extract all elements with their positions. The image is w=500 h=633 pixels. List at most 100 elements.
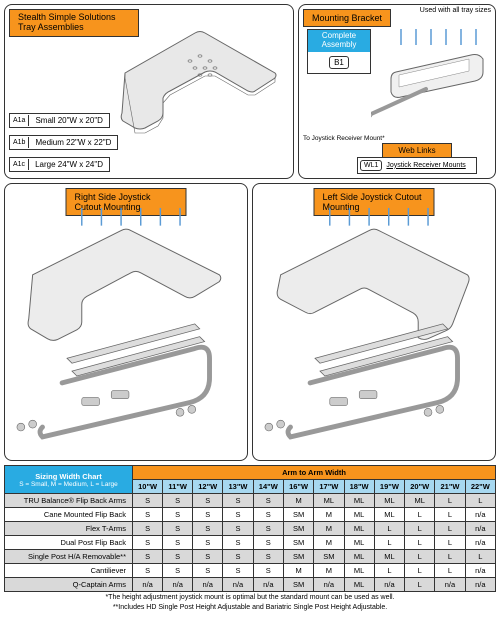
size-cell: n/a [163, 578, 193, 592]
size-cell: L [435, 508, 465, 522]
size-cell: n/a [465, 536, 495, 550]
size-cell: M [283, 494, 313, 508]
size-cell: S [193, 522, 223, 536]
size-cell: L [374, 536, 404, 550]
size-cell: SM [283, 578, 313, 592]
width-col-header: 11"W [163, 480, 193, 494]
width-col-header: 20"W [405, 480, 435, 494]
complete-assembly-box: Complete Assembly B1 [307, 29, 371, 74]
size-cell: n/a [133, 578, 163, 592]
size-cell: SM [283, 508, 313, 522]
table-row: CantilieverSSSSSMMMLLLLn/a [5, 564, 496, 578]
size-cell: SM [283, 536, 313, 550]
size-cell: S [163, 494, 193, 508]
size-cell: ML [344, 508, 374, 522]
size-cell: S [223, 494, 253, 508]
width-col-header: 19"W [374, 480, 404, 494]
size-cell: ML [344, 550, 374, 564]
bracket-title: Mounting Bracket [303, 9, 391, 27]
size-cell: S [133, 536, 163, 550]
size-cell: M [314, 564, 344, 578]
size-cell: S [223, 536, 253, 550]
size-cell: S [253, 508, 283, 522]
row-label: Dual Post Flip Back [5, 536, 133, 550]
sizing-chart-table: Sizing Width Chart S = Small, M = Medium… [4, 465, 496, 592]
size-cell: S [163, 522, 193, 536]
width-col-header: 18"W [344, 480, 374, 494]
size-cell: SM [283, 550, 313, 564]
size-cell: M [314, 508, 344, 522]
size-cell: L [374, 564, 404, 578]
size-cell: n/a [435, 578, 465, 592]
middle-row: Right Side Joystick Cutout Mounting [4, 183, 496, 461]
row-label: TRU Balance® Flip Back Arms [5, 494, 133, 508]
size-cell: L [435, 494, 465, 508]
complete-assembly-code: B1 [308, 52, 370, 73]
tray-illustration [115, 13, 285, 153]
table-row: Single Post H/A Removable**SSSSSSMSMMLML… [5, 550, 496, 564]
size-cell: S [163, 550, 193, 564]
size-cell: ML [344, 564, 374, 578]
table-row: Q-Captain Armsn/an/an/an/an/aSMn/aMLn/aL… [5, 578, 496, 592]
size-cell: n/a [193, 578, 223, 592]
size-cell: S [193, 508, 223, 522]
bracket-illustration [371, 27, 489, 127]
size-cell: ML [314, 494, 344, 508]
width-col-header: 17"W [314, 480, 344, 494]
size-cell: SM [314, 550, 344, 564]
table-row: Flex T-ArmsSSSSSSMMMLLLLn/a [5, 522, 496, 536]
size-cell: SM [283, 522, 313, 536]
width-col-header: 12"W [193, 480, 223, 494]
size-cell: S [133, 494, 163, 508]
table-row: TRU Balance® Flip Back ArmsSSSSSMMLMLMLM… [5, 494, 496, 508]
size-cell: S [253, 550, 283, 564]
size-cell: n/a [465, 578, 495, 592]
size-cell: L [435, 564, 465, 578]
left-exploded-illustration [261, 206, 487, 452]
joystick-note: To Joystick Receiver Mount* [303, 135, 385, 142]
left-cutout-panel: Left Side Joystick Cutout Mounting [252, 183, 496, 461]
size-cell: S [163, 508, 193, 522]
size-cell: S [253, 564, 283, 578]
size-cell: S [133, 522, 163, 536]
size-cell: ML [374, 550, 404, 564]
size-cell: M [283, 564, 313, 578]
size-cell: S [253, 522, 283, 536]
width-col-header: 13"W [223, 480, 253, 494]
size-cell: ML [344, 536, 374, 550]
width-col-header: 22"W [465, 480, 495, 494]
table-row: Cane Mounted Flip BackSSSSSSMMMLMLLLn/a [5, 508, 496, 522]
size-option: A1b Medium 22"W x 22"D [9, 135, 118, 150]
size-cell: L [435, 522, 465, 536]
size-cell: L [405, 564, 435, 578]
size-cell: L [405, 508, 435, 522]
size-cell: L [374, 522, 404, 536]
size-cell: n/a [465, 508, 495, 522]
arm-width-title: Arm to Arm Width [133, 466, 496, 480]
size-cell: ML [344, 578, 374, 592]
size-cell: S [193, 494, 223, 508]
size-cell: L [405, 522, 435, 536]
size-cell: S [253, 494, 283, 508]
weblink-text[interactable]: Joystick Receiver Mounts [384, 160, 467, 172]
row-label: Cane Mounted Flip Back [5, 508, 133, 522]
size-cell: ML [374, 508, 404, 522]
width-col-header: 10"W [133, 480, 163, 494]
size-cell: S [223, 522, 253, 536]
size-cell: L [465, 550, 495, 564]
footnote-2: **Includes HD Single Post Height Adjusta… [4, 604, 496, 612]
size-option: A1c Large 24"W x 24"D [9, 157, 110, 172]
size-label: Large 24"W x 24"D [29, 158, 109, 171]
size-code: A1b [10, 137, 29, 148]
size-cell: ML [374, 494, 404, 508]
mounting-bracket-panel: Mounting Bracket Used with all tray size… [298, 4, 496, 179]
size-cell: L [405, 536, 435, 550]
size-cell: S [133, 550, 163, 564]
size-cell: L [435, 536, 465, 550]
size-cell: S [223, 550, 253, 564]
size-cell: L [405, 550, 435, 564]
size-label: Medium 22"W x 22"D [29, 136, 117, 149]
size-cell: S [163, 564, 193, 578]
size-cell: S [223, 564, 253, 578]
row-label: Q-Captain Arms [5, 578, 133, 592]
